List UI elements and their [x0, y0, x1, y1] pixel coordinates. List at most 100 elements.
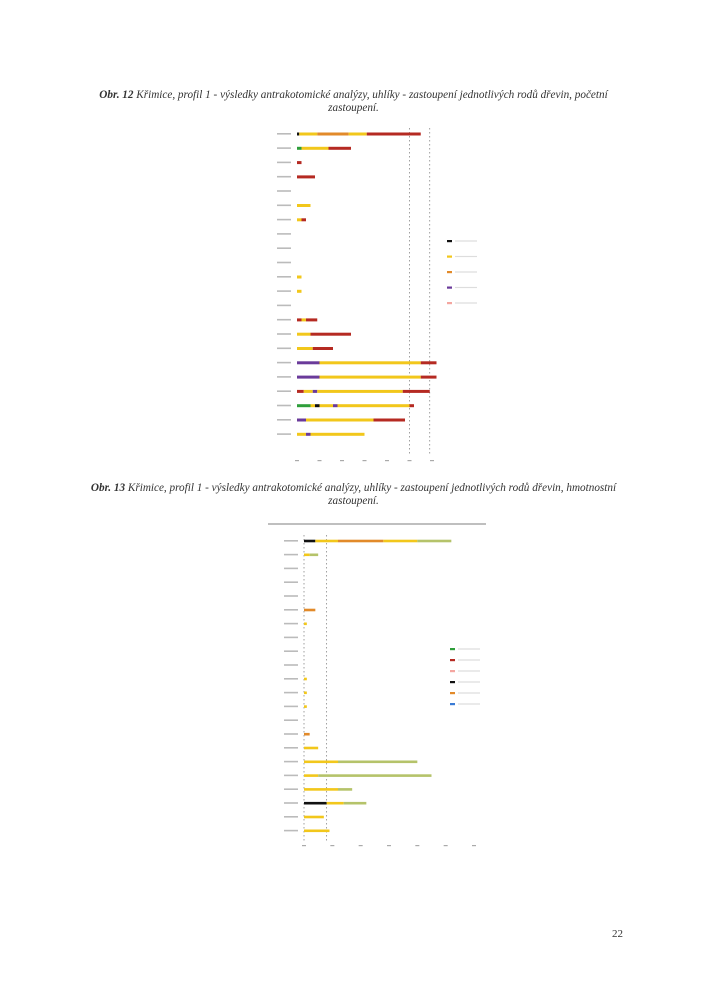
bar-19-segment-1	[310, 404, 315, 408]
bar-6-segment-0	[297, 218, 302, 222]
bar-1-segment-0	[297, 146, 302, 150]
row-label-17	[284, 774, 298, 777]
row-label-21	[284, 829, 298, 832]
row-label-3	[277, 175, 291, 178]
bar-19-segment-2	[343, 801, 367, 805]
row-label-13	[284, 719, 298, 721]
bar-0-segment-3	[348, 132, 367, 136]
bar-2-segment-0	[297, 161, 302, 165]
bar-18-segment-4	[402, 389, 430, 393]
figure-12-caption: Obr. 12 Křimice, profil 1 - výsledky ant…	[90, 89, 617, 115]
row-label-11	[284, 691, 298, 694]
bar-17-segment-1	[319, 375, 421, 379]
bar-17-segment-2	[420, 375, 437, 379]
row-label-19	[277, 404, 291, 407]
legend-entry-5	[458, 703, 480, 705]
bar-20-segment-2	[373, 418, 405, 422]
bar-21-segment-2	[310, 432, 365, 436]
row-label-12	[284, 705, 298, 708]
legend-swatch-2	[447, 271, 452, 274]
row-label-1	[277, 147, 291, 149]
row-label-10	[277, 276, 291, 278]
legend-swatch-5	[450, 703, 455, 706]
row-label-5	[277, 204, 291, 207]
row-label-18	[277, 390, 291, 392]
row-label-6	[284, 622, 298, 625]
bar-18-segment-1	[303, 389, 313, 393]
legend-entry-0	[458, 648, 480, 650]
bar-1-segment-0	[304, 553, 310, 557]
figure-13-label: Obr. 13	[90, 482, 126, 494]
legend-swatch-1	[447, 255, 452, 258]
bar-1-segment-2	[328, 146, 351, 150]
bar-17-segment-0	[297, 375, 320, 379]
legend-swatch-0	[447, 240, 452, 243]
bar-19-segment-5	[337, 404, 410, 408]
bar-19-segment-2	[315, 404, 320, 408]
figure-12-label: Obr. 12	[99, 89, 134, 101]
legend-entry-3	[455, 286, 477, 289]
bar-0-segment-1	[299, 132, 318, 136]
bar-21-segment-0	[297, 432, 306, 436]
bar-3-segment-0	[297, 175, 315, 179]
bar-0-segment-0	[297, 132, 300, 136]
bar-11-segment-0	[304, 691, 307, 695]
bar-18-segment-0	[304, 788, 338, 791]
legend-entry-4	[458, 692, 480, 694]
row-label-21	[277, 433, 291, 435]
row-label-8	[277, 247, 291, 249]
legend-swatch-1	[450, 659, 455, 662]
row-label-0	[277, 133, 291, 135]
legend-swatch-0	[450, 648, 455, 651]
x-tick-6	[472, 845, 476, 847]
bar-13-segment-0	[297, 318, 302, 322]
row-label-1	[284, 553, 298, 556]
legend-entry-0	[455, 240, 477, 242]
bar-16-segment-0	[297, 361, 320, 365]
legend-swatch-3	[450, 681, 455, 684]
bar-18-segment-2	[312, 389, 318, 393]
bar-5-segment-0	[297, 204, 311, 207]
row-label-11	[277, 290, 291, 292]
x-tick-2	[358, 845, 363, 847]
legend-entry-1	[455, 255, 477, 258]
bar-21-segment-0	[304, 829, 330, 833]
bar-6-segment-1	[301, 218, 306, 222]
bar-15-segment-1	[312, 347, 333, 350]
bar-14-segment-1	[310, 332, 351, 336]
row-label-4	[284, 595, 298, 597]
figure-13-chart	[268, 523, 486, 847]
x-tick-5	[443, 845, 448, 847]
bar-13-segment-1	[301, 318, 306, 322]
bar-19-segment-4	[333, 404, 338, 408]
bar-18-segment-0	[297, 389, 304, 393]
row-label-13	[277, 318, 291, 321]
page-number: 22	[612, 928, 623, 940]
bar-19-segment-0	[297, 404, 311, 408]
row-label-17	[277, 376, 291, 378]
bar-10-segment-0	[304, 677, 307, 681]
figure-12-chart	[277, 128, 477, 462]
bar-1-segment-1	[301, 146, 329, 150]
legend-entry-1	[458, 659, 480, 661]
bar-11-segment-0	[297, 289, 302, 293]
bar-10-segment-0	[297, 275, 302, 279]
x-tick-0	[295, 460, 299, 462]
x-tick-5	[407, 460, 412, 462]
bar-16-segment-1	[338, 760, 418, 764]
x-tick-6	[430, 460, 434, 462]
bar-0-segment-3	[383, 539, 418, 543]
bar-18-segment-1	[338, 788, 353, 791]
bar-17-segment-0	[304, 774, 319, 777]
row-label-18	[284, 788, 298, 790]
bar-12-segment-0	[304, 705, 307, 708]
x-tick-3	[387, 845, 391, 847]
bar-14-segment-0	[304, 732, 310, 736]
row-label-5	[284, 609, 298, 611]
row-label-0	[284, 540, 298, 542]
row-label-15	[284, 747, 298, 749]
bar-17-segment-1	[318, 774, 432, 777]
row-label-16	[277, 361, 291, 364]
row-label-7	[277, 233, 291, 235]
bar-0-segment-4	[417, 539, 452, 543]
